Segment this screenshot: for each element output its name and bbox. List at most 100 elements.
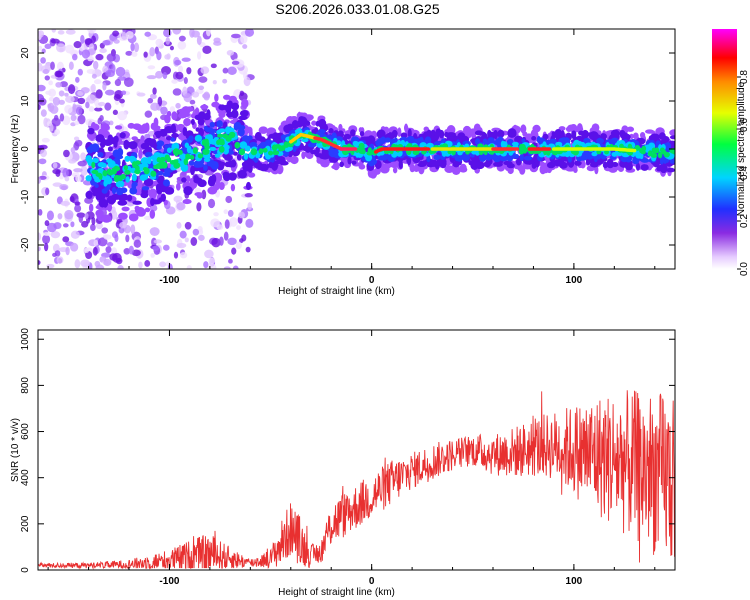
x-axis-label-bottom: Height of straight line (km) bbox=[278, 587, 395, 598]
ridge-blob bbox=[423, 126, 429, 132]
noise-blob bbox=[50, 231, 61, 239]
ridge-blob bbox=[226, 160, 236, 168]
ridge-blob bbox=[143, 178, 154, 187]
noise-blob bbox=[62, 223, 69, 228]
noise-blob bbox=[114, 79, 122, 87]
noise-blob bbox=[183, 77, 188, 85]
noise-blob bbox=[75, 106, 83, 116]
noise-blob bbox=[77, 114, 86, 125]
noise-blob bbox=[152, 245, 160, 251]
noise-blob bbox=[236, 225, 241, 231]
noise-blob bbox=[191, 30, 201, 38]
ridge-blob bbox=[236, 153, 242, 161]
ridge-blob bbox=[111, 167, 119, 172]
ridge-blob bbox=[390, 159, 400, 169]
noise-blob bbox=[184, 221, 192, 230]
noise-blob bbox=[43, 242, 49, 252]
ridge-blob bbox=[104, 178, 109, 186]
ridge-blob bbox=[262, 147, 268, 153]
noise-blob bbox=[173, 195, 183, 203]
ridge-blob bbox=[123, 164, 128, 171]
ridge-blob bbox=[209, 146, 217, 151]
ridge-blob bbox=[182, 126, 188, 136]
ridge-blob bbox=[574, 160, 582, 166]
noise-blob bbox=[125, 234, 130, 243]
ridge-blob bbox=[164, 114, 171, 124]
noise-blob bbox=[242, 44, 248, 49]
ridge-blob bbox=[657, 151, 663, 159]
y-tick-label: 0 bbox=[20, 146, 31, 152]
ridge-blob bbox=[197, 161, 204, 168]
colorbar-label: Normalized spectral amplitude bbox=[736, 81, 747, 216]
ridge-blob bbox=[536, 136, 541, 144]
noise-blob bbox=[39, 144, 48, 150]
ridge-blob bbox=[669, 158, 675, 164]
noise-blob bbox=[232, 265, 239, 269]
ridge-blob bbox=[580, 160, 586, 169]
noise-blob bbox=[95, 264, 105, 269]
ridge-blob bbox=[493, 129, 498, 140]
noise-blob bbox=[227, 66, 237, 75]
ridge-blob bbox=[166, 147, 172, 153]
noise-blob bbox=[223, 266, 231, 269]
ridge-blob bbox=[182, 149, 188, 155]
ridge-blob bbox=[247, 135, 253, 141]
x-tick-label: 100 bbox=[566, 275, 583, 286]
colorbar-tick-label: 0.6 bbox=[739, 118, 750, 132]
ridge-blob bbox=[102, 199, 108, 208]
snr-line-plot bbox=[38, 390, 675, 570]
ridge-blob bbox=[218, 146, 225, 153]
ridge-blob bbox=[434, 130, 440, 141]
noise-blob bbox=[144, 215, 153, 221]
noise-blob bbox=[203, 91, 211, 101]
noise-blob bbox=[104, 89, 115, 96]
ridge-blob bbox=[134, 169, 141, 175]
ridge-blob bbox=[391, 129, 398, 138]
noise-blob bbox=[138, 261, 143, 269]
ridge-blob bbox=[98, 173, 103, 180]
ridge-blob bbox=[171, 111, 178, 121]
ridge-blob bbox=[188, 160, 195, 166]
noise-blob bbox=[71, 172, 80, 178]
noise-blob bbox=[52, 96, 61, 106]
noise-blob bbox=[208, 257, 216, 265]
noise-blob bbox=[54, 70, 63, 78]
ridge-blob bbox=[222, 94, 231, 100]
ridge-blob bbox=[132, 200, 142, 205]
ridge-blob bbox=[337, 130, 344, 138]
noise-blob bbox=[178, 35, 186, 42]
ridge-blob bbox=[111, 186, 117, 195]
noise-blob bbox=[65, 95, 75, 103]
ridge-blob bbox=[140, 123, 150, 134]
noise-blob bbox=[149, 227, 160, 236]
noise-blob bbox=[51, 29, 56, 33]
ridge-blob bbox=[515, 158, 522, 166]
ridge-blob bbox=[338, 123, 343, 132]
ridge-blob bbox=[360, 145, 365, 152]
ridge-blob bbox=[183, 186, 193, 196]
ridge-blob bbox=[242, 102, 247, 109]
noise-blob bbox=[123, 77, 134, 88]
noise-blob bbox=[42, 68, 50, 75]
noise-blob bbox=[74, 259, 81, 269]
noise-blob bbox=[196, 202, 202, 212]
ridge-blob bbox=[365, 153, 373, 162]
y-tick-label: 800 bbox=[20, 377, 31, 394]
noise-blob bbox=[38, 104, 41, 110]
ridge-blob bbox=[546, 161, 556, 169]
noise-blob bbox=[227, 209, 234, 217]
noise-blob bbox=[223, 231, 229, 241]
noise-blob bbox=[147, 97, 154, 104]
noise-blob bbox=[222, 67, 229, 74]
ridge-blob bbox=[444, 165, 455, 174]
noise-blob bbox=[228, 258, 233, 264]
ridge-blob bbox=[336, 140, 342, 146]
ridge-blob bbox=[115, 180, 123, 188]
noise-blob bbox=[172, 88, 182, 96]
ridge-blob bbox=[202, 148, 209, 156]
ridge-blob bbox=[479, 131, 486, 136]
noise-blob bbox=[55, 81, 62, 88]
ridge-blob bbox=[238, 148, 246, 156]
ridge-blob bbox=[114, 125, 123, 130]
y-tick-label: 600 bbox=[20, 423, 31, 440]
